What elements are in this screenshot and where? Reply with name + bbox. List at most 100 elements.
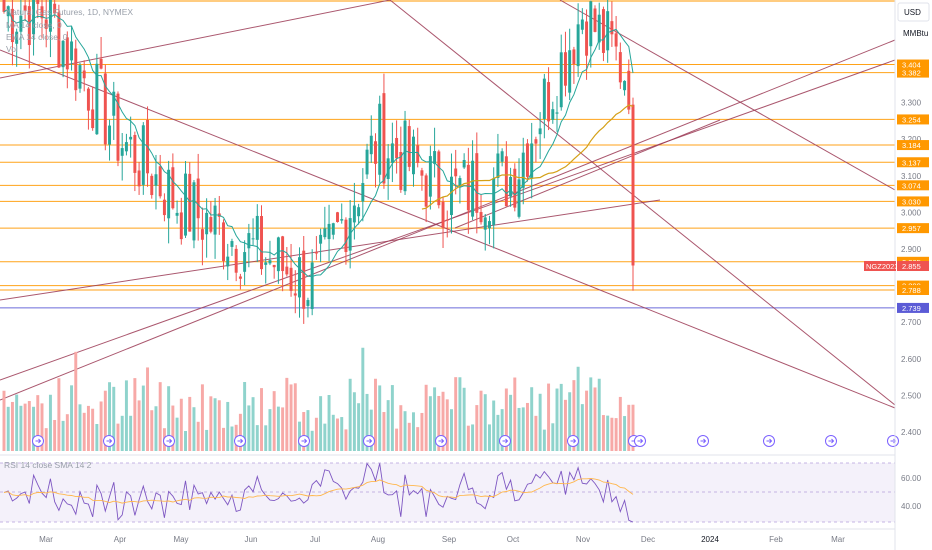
rsi-axis[interactable]: 60.00 40.00 [901,474,922,511]
volume-bar [525,402,529,451]
candle-body [40,6,44,19]
volume-bar [530,387,534,451]
ma-legend[interactable]: MA 14 close, 0 [6,20,62,30]
volume-bar [462,387,466,451]
event-icon-arrow [502,438,509,444]
volume-bars [2,347,635,451]
candle-body [610,21,614,35]
candle-body [382,93,386,184]
volume-bar [382,412,386,451]
volume-bar [614,418,618,451]
candle-body [466,164,470,211]
volume-bar [563,399,567,451]
price-tick-label: 2.900 [901,245,922,254]
symbol-title[interactable]: Natural Gas Futures, 1D, NYMEX [6,7,133,17]
time-tick-label: Mar [39,535,53,544]
volume-bar [534,415,538,451]
candle-body [175,212,179,216]
candle-body [563,52,567,86]
volume-bar [627,404,631,451]
candle-body [6,6,10,17]
volume-bar [179,398,183,451]
candle-body [61,40,65,68]
volume-bar [449,409,453,451]
volume-bar [27,401,31,451]
candle-body [509,176,513,197]
candle-body [289,267,293,291]
rsi-legend[interactable]: RSI 14 close SMA 14 2 [4,460,92,470]
volume-bar [310,430,314,451]
candle-body [530,143,534,179]
volume-bar [272,391,276,451]
volume-bar [395,428,399,451]
volume-bar [597,378,601,451]
vol-legend[interactable]: Vol [6,44,18,54]
price-tick-label: 3.100 [901,172,922,181]
volume-bar [289,384,293,451]
unit-label: MMBtu [903,29,928,38]
candle-body [314,252,318,254]
volume-bar [323,423,327,451]
volume-bar [95,424,99,451]
candle-body [192,182,196,241]
volume-bar [247,405,251,451]
volume-bar [492,400,496,451]
candle-body [91,109,95,129]
rsi-tick-label: 40.00 [901,502,922,511]
volume-bar [40,403,44,451]
level-label-bg [897,114,929,125]
level-label: 3.184 [902,141,921,150]
candle-body [293,293,297,296]
volume-bar [365,393,369,451]
candle-body [323,228,327,238]
volume-bar [369,409,373,451]
candle-body [357,207,361,217]
volume-bar [154,406,158,451]
candle-body [167,169,171,219]
volume-bar [48,394,52,451]
volume-bar [424,384,428,451]
volume-bar [352,392,356,451]
currency-box[interactable] [897,2,930,22]
candle-body [260,216,263,270]
level-label-bg [897,180,929,191]
candle-body [513,168,517,208]
ema-line [421,104,634,210]
candle-body [390,143,394,163]
event-icon-arrow [166,438,173,444]
event-icon-arrow [700,438,707,444]
last-price-bg [897,261,929,271]
time-tick-label: May [173,535,188,544]
event-icon-arrow [237,438,244,444]
last-price: 2.855 [902,262,921,271]
volume-bar [276,406,280,451]
volume-bar [238,413,242,451]
volume-bar [601,415,605,451]
candle-body [369,135,373,155]
volume-bar [593,387,597,451]
level-label: 2.788 [902,286,921,295]
candle-body [449,176,453,216]
candle-body [601,9,605,53]
time-tick-label: Dec [641,535,655,544]
candle-body [623,80,627,91]
candle-body [298,257,301,298]
candle-body [310,262,314,310]
candle-body [65,37,69,70]
candle-body [162,199,166,216]
candle-body [116,93,120,161]
level-label-bg [897,157,929,168]
candle-body [10,8,14,43]
volume-bar [513,377,517,451]
candle-body [15,31,19,44]
time-tick-label: Oct [507,535,520,544]
volume-bar [175,417,179,451]
event-icon-arrow [301,438,308,444]
ema-legend[interactable]: EMA 14 close, 0 [6,32,68,42]
currency-label[interactable]: USD [904,8,921,17]
time-axis[interactable]: Mar Apr May Jun Jul Aug Sep Oct Nov Dec 2024 Feb Mar [39,535,845,544]
candle-body [395,137,399,159]
candle-body [95,63,99,135]
volume-bar [471,424,475,451]
